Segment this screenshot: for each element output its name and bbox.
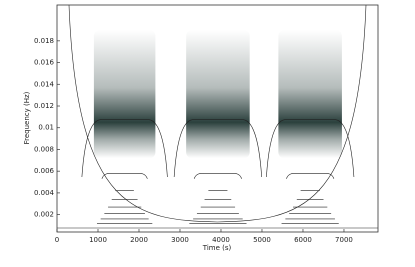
burst <box>186 30 250 159</box>
contour <box>173 119 262 178</box>
y-tick-label: 0.016 <box>34 59 55 67</box>
x-tick-label: 3000 <box>171 236 189 244</box>
plot-frame <box>56 4 379 233</box>
y-tick-label: 0.012 <box>34 102 54 110</box>
burst <box>93 30 156 159</box>
contour <box>286 173 335 179</box>
x-tick-label: 5000 <box>253 236 271 244</box>
y-tick-label: 0.008 <box>34 145 54 153</box>
contour <box>266 119 355 178</box>
y-tick-label: 0.01 <box>38 124 54 132</box>
burst <box>278 30 342 159</box>
y-tick-label: 0.018 <box>34 37 54 45</box>
y-axis-label: Frequency (Hz) <box>23 91 31 144</box>
y-tick-label: 0.006 <box>34 167 55 175</box>
contour <box>193 173 242 179</box>
contour <box>101 173 148 179</box>
y-tick-label: 0.014 <box>34 80 55 88</box>
x-tick-label: 7000 <box>335 236 353 244</box>
x-tick-label: 4000 <box>212 236 230 244</box>
y-tick-label: 0.004 <box>34 189 55 197</box>
contour <box>68 4 367 223</box>
x-tick-label: 1000 <box>89 236 107 244</box>
x-axis-label: Time (s) <box>202 244 232 252</box>
x-tick-label: 0 <box>55 236 59 244</box>
x-tick-label: 2000 <box>130 236 148 244</box>
y-tick-label: 0.002 <box>34 211 54 219</box>
x-tick-label: 6000 <box>294 236 312 244</box>
